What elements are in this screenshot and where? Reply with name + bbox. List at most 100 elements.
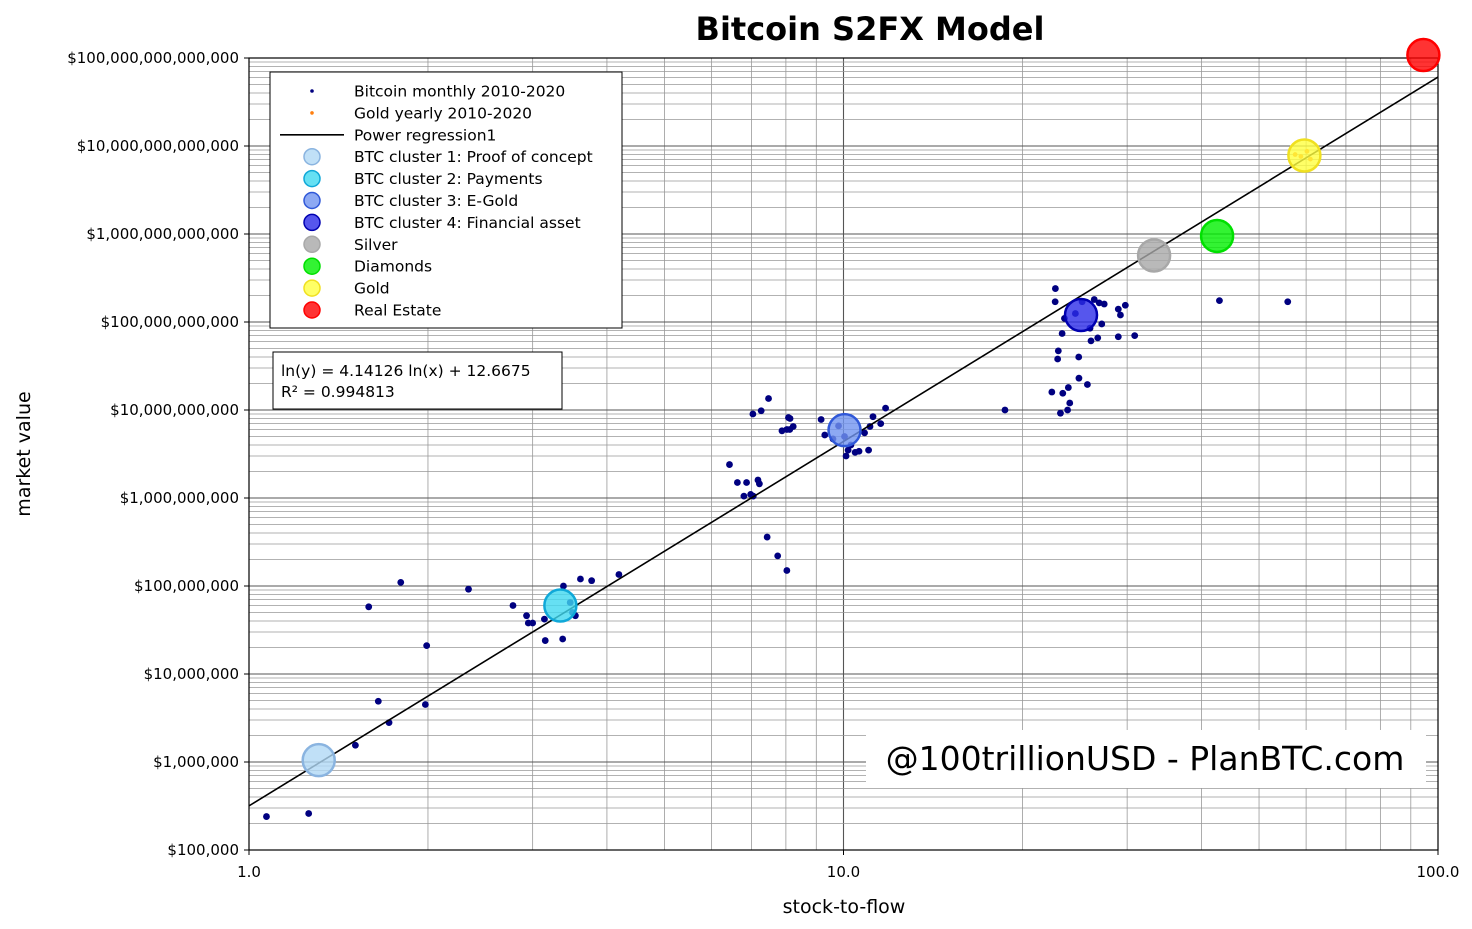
- legend: Bitcoin monthly 2010-2020 Gold yearly 201…: [269, 71, 623, 329]
- bitcoin-monthly-point: [765, 395, 772, 402]
- btc-cluster-1-proof-of-concept-marker: [301, 742, 336, 778]
- equation-box: ln(y) = 4.14126 ln(x) + 12.6675 R² = 0.9…: [272, 351, 563, 410]
- legend-label: Bitcoin monthly 2010-2020: [354, 83, 565, 101]
- btc-cluster-4-financial-asset-marker: [1063, 297, 1099, 333]
- bitcoin-monthly-point: [1087, 337, 1095, 345]
- chart-title: Bitcoin S2FX Model: [696, 10, 1045, 48]
- x-tick-label: 1.0: [237, 863, 261, 881]
- legend-marker-swatch: [303, 147, 321, 166]
- bitcoin-monthly-point: [1058, 330, 1066, 337]
- bitcoin-monthly-point: [305, 810, 313, 817]
- bitcoin-monthly-point: [421, 701, 429, 708]
- bitcoin-monthly-point: [352, 741, 359, 749]
- legend-marker-swatch: [303, 213, 321, 232]
- bitcoin-monthly-point: [865, 446, 872, 454]
- bitcoin-monthly-point: [559, 635, 567, 643]
- bitcoin-monthly-point: [842, 452, 850, 460]
- bitcoin-monthly-point: [821, 431, 829, 439]
- bitcoin-monthly-point: [763, 533, 771, 541]
- bitcoin-monthly-point: [855, 447, 863, 455]
- legend-item: Real Estate: [303, 301, 441, 320]
- legend-label: Power regression1: [354, 126, 496, 144]
- bitcoin-monthly-point: [1098, 320, 1106, 328]
- y-tick-label: $1,000,000,000: [120, 489, 239, 507]
- cluster-markers: [301, 37, 1441, 778]
- x-tick-label: 100.0: [1417, 863, 1460, 881]
- y-tick-label: $100,000: [167, 841, 239, 859]
- bitcoin-monthly-point: [877, 420, 885, 428]
- y-tick-label: $10,000,000,000,000: [77, 137, 239, 155]
- legend-dot-swatch: [310, 89, 314, 93]
- bitcoin-monthly-point: [817, 416, 825, 423]
- bitcoin-monthly-point: [1054, 347, 1062, 355]
- legend-item: BTC cluster 3: E-Gold: [303, 191, 518, 210]
- bitcoin-monthly-point: [541, 615, 548, 623]
- legend-marker-swatch: [303, 235, 321, 254]
- bitcoin-monthly-point: [1216, 297, 1223, 305]
- bitcoin-monthly-point: [1001, 406, 1009, 414]
- legend-marker-swatch: [303, 169, 321, 188]
- legend-label: Diamonds: [354, 258, 432, 276]
- bitcoin-monthly-point: [374, 697, 382, 705]
- bitcoin-monthly-point: [1075, 374, 1083, 382]
- legend-item: Diamonds: [303, 257, 432, 276]
- legend-label: BTC cluster 4: Financial asset: [354, 214, 581, 232]
- silver-marker: [1136, 238, 1172, 273]
- y-tick-label: $100,000,000,000: [101, 313, 239, 331]
- y-tick-label: $10,000,000: [144, 665, 239, 683]
- y-tick-label: $100,000,000,000,000: [67, 49, 239, 67]
- real-estate-marker: [1406, 37, 1441, 73]
- bitcoin-monthly-point: [733, 479, 741, 486]
- bitcoin-monthly-point: [1090, 296, 1098, 303]
- legend-item: BTC cluster 1: Proof of concept: [303, 147, 593, 166]
- x-axis-label: stock-to-flow: [783, 896, 906, 918]
- bitcoin-monthly-point: [844, 446, 852, 454]
- y-tick-label: $1,000,000,000,000: [86, 225, 239, 243]
- gold-marker: [1287, 138, 1322, 173]
- bitcoin-monthly-point: [577, 575, 584, 583]
- bitcoin-monthly-point: [588, 577, 596, 585]
- bitcoin-monthly-point: [749, 410, 757, 418]
- bitcoin-monthly-point: [1048, 388, 1056, 396]
- bitcoin-monthly-point: [861, 429, 868, 437]
- legend-label: BTC cluster 2: Payments: [354, 170, 543, 188]
- bitcoin-monthly-point: [774, 552, 782, 560]
- bitcoin-monthly-point: [1117, 311, 1124, 319]
- plot-content: [248, 37, 1441, 820]
- bitcoin-monthly-point: [1066, 399, 1074, 407]
- legend-marker-swatch: [303, 191, 321, 210]
- legend-item: BTC cluster 2: Payments: [303, 169, 543, 188]
- legend-box: [269, 71, 623, 329]
- bitcoin-monthly-point: [756, 480, 763, 488]
- x-axis-ticks: 1.0 10.0 100.0: [237, 850, 1459, 881]
- x-tick-label: 10.0: [827, 863, 860, 881]
- diamonds-marker: [1199, 218, 1235, 254]
- bitcoin-monthly-point: [1054, 355, 1062, 363]
- bitcoin-monthly-point: [1051, 298, 1059, 306]
- bitcoin-monthly-point: [882, 404, 889, 412]
- bitcoin-monthly-point: [615, 571, 623, 578]
- legend-item: BTC cluster 4: Financial asset: [303, 213, 581, 232]
- bitcoin-monthly-point: [869, 413, 877, 421]
- bitcoin-monthly-point: [509, 602, 517, 609]
- bitcoin-monthly-point: [465, 585, 472, 593]
- legend-item: Gold yearly 2010-2020: [310, 104, 532, 122]
- bitcoin-monthly-point: [523, 612, 530, 620]
- legend-item: Gold: [303, 279, 390, 298]
- bitcoin-monthly-point: [263, 813, 270, 820]
- bitcoin-monthly-point: [541, 637, 549, 644]
- y-tick-label: $10,000,000,000: [110, 401, 239, 419]
- legend-label: BTC cluster 1: Proof of concept: [354, 148, 593, 166]
- legend-marker-swatch: [303, 257, 321, 275]
- bitcoin-monthly-point: [365, 603, 373, 611]
- y-tick-label: $100,000,000: [134, 577, 239, 595]
- bitcoin-monthly-point: [1075, 353, 1083, 361]
- legend-marker-swatch: [303, 279, 321, 297]
- regression-equation: ln(y) = 4.14126 ln(x) + 12.6675: [281, 362, 531, 380]
- legend-item: Power regression1: [280, 126, 496, 144]
- bitcoin-monthly-point: [786, 415, 794, 422]
- legend-label: Real Estate: [354, 302, 441, 320]
- legend-item: Silver: [303, 235, 398, 254]
- legend-label: BTC cluster 3: E-Gold: [354, 192, 518, 210]
